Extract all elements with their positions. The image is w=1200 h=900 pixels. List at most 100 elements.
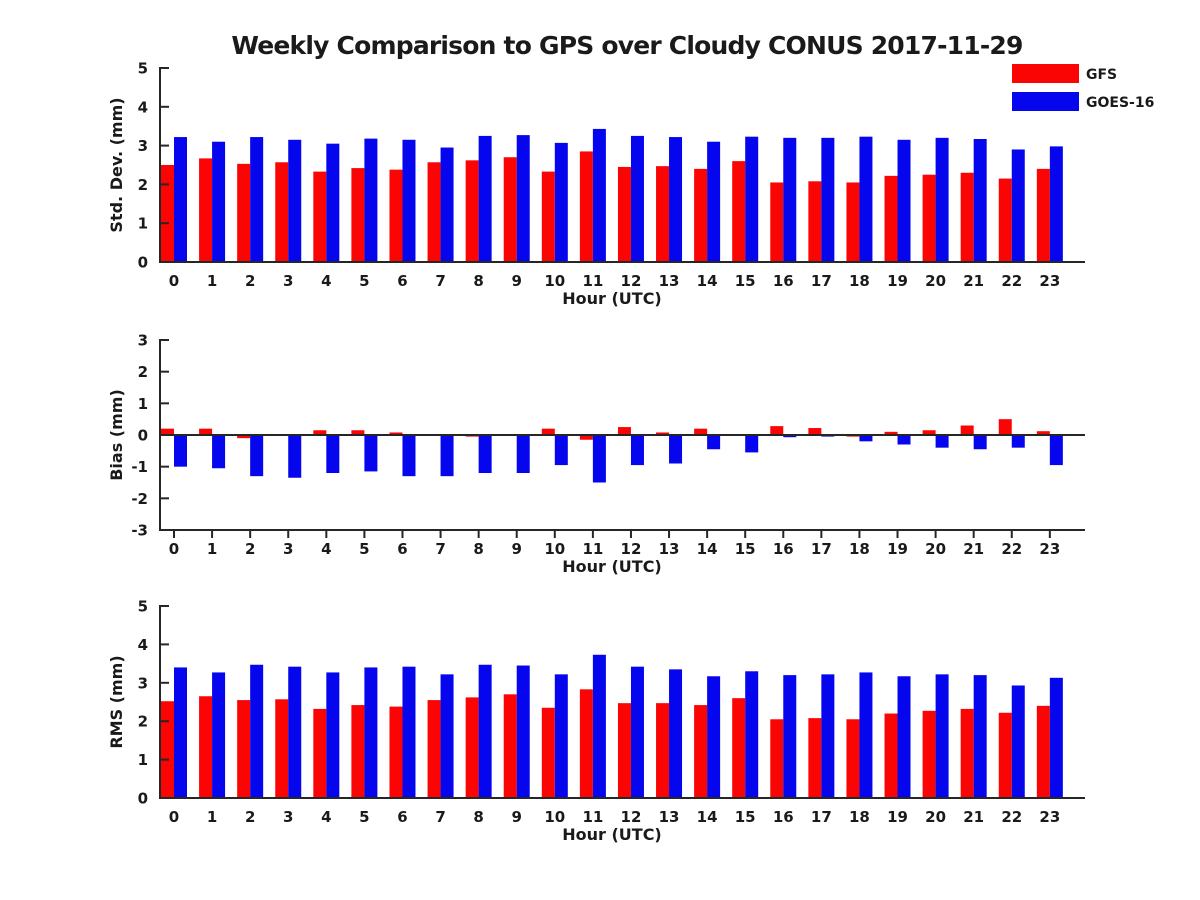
x-tick-label: 8 <box>473 272 483 290</box>
goes16-bar-hour-15 <box>745 136 759 262</box>
x-tick-label: 16 <box>773 808 794 826</box>
gfs-bar-hour-20 <box>922 430 936 435</box>
x-tick-label: 11 <box>582 540 603 558</box>
gfs-bar-hour-20 <box>922 174 936 262</box>
goes16-bar-hour-19 <box>897 676 911 798</box>
gfs-bar-hour-0 <box>161 428 174 435</box>
goes16-bar-hour-7 <box>440 147 454 262</box>
gfs-bar-hour-12 <box>617 703 631 798</box>
gfs-bar-hour-9 <box>503 694 517 798</box>
x-tick-label: 5 <box>359 272 369 290</box>
y-tick-label: 2 <box>138 713 148 731</box>
goes16-bar-hour-8 <box>478 135 492 262</box>
x-tick-label: 18 <box>849 272 870 290</box>
x-tick-label: 2 <box>245 540 255 558</box>
x-tick-label: 2 <box>245 808 255 826</box>
x-tick-label: 4 <box>321 272 331 290</box>
x-tick-label: 7 <box>435 272 445 290</box>
x-tick-label: 22 <box>1001 808 1022 826</box>
gfs-bar-hour-17 <box>808 181 822 262</box>
x-tick-label: 14 <box>697 808 718 826</box>
gfs-bar-hour-7 <box>427 700 441 798</box>
gfs-bar-hour-1 <box>199 158 213 262</box>
gfs-bar-hour-3 <box>275 162 289 262</box>
goes16-bar-hour-9 <box>516 665 530 798</box>
x-tick-label: 12 <box>621 808 642 826</box>
goes16-bar-hour-22 <box>1011 685 1025 798</box>
goes16-bar-hour-14 <box>707 435 721 450</box>
x-tick-label: 8 <box>473 808 483 826</box>
goes16-bar-hour-10 <box>554 435 568 466</box>
goes16-bar-hour-2 <box>250 137 264 262</box>
goes16-bar-hour-7 <box>440 435 454 477</box>
chart-title: Weekly Comparison to GPS over Cloudy CON… <box>231 31 1022 60</box>
x-tick-label: 9 <box>512 808 522 826</box>
y-tick-label: -3 <box>131 522 148 540</box>
goes16-bar-hour-2 <box>250 435 264 477</box>
goes16-bar-hour-9 <box>516 435 530 473</box>
goes16-bar-hour-13 <box>669 435 683 464</box>
x-tick-label: 17 <box>811 540 832 558</box>
y-tick-label: 5 <box>138 598 148 616</box>
goes16-bar-hour-23 <box>1049 146 1063 262</box>
x-tick-label: 0 <box>169 808 179 826</box>
gfs-bar-hour-15 <box>732 698 746 798</box>
stddev-y-axis-label: Std. Dev. (mm) <box>107 97 126 232</box>
goes16-bar-hour-21 <box>973 675 987 798</box>
gfs-bar-hour-6 <box>389 169 403 262</box>
goes16-bar-hour-8 <box>478 664 492 798</box>
x-tick-label: 11 <box>582 808 603 826</box>
goes16-bar-hour-12 <box>630 666 644 798</box>
legend-swatch-gfs <box>1012 64 1079 83</box>
goes16-bar-hour-21 <box>973 435 987 450</box>
gfs-bar-hour-21 <box>960 425 974 435</box>
gfs-bar-hour-22 <box>998 712 1012 798</box>
rms-y-axis-label: RMS (mm) <box>107 655 126 748</box>
y-tick-label: 5 <box>138 60 148 78</box>
goes16-bar-hour-19 <box>897 139 911 262</box>
bias-x-axis-label: Hour (UTC) <box>562 557 662 576</box>
gfs-bar-hour-19 <box>884 175 898 262</box>
gfs-bar-hour-21 <box>960 708 974 798</box>
x-tick-label: 9 <box>512 540 522 558</box>
x-tick-label: 15 <box>735 540 756 558</box>
gfs-bar-hour-13 <box>656 703 670 798</box>
gfs-bar-hour-22 <box>998 419 1012 435</box>
gfs-bar-hour-23 <box>1036 431 1050 435</box>
gfs-bar-hour-2 <box>237 163 251 262</box>
gfs-bar-hour-12 <box>617 166 631 262</box>
x-tick-label: 3 <box>283 272 293 290</box>
goes16-bar-hour-3 <box>288 435 302 478</box>
x-tick-label: 0 <box>169 540 179 558</box>
goes16-bar-hour-18 <box>859 136 873 262</box>
gfs-bar-hour-0 <box>161 701 174 798</box>
goes16-bar-hour-0 <box>174 137 187 262</box>
y-tick-label: 2 <box>138 176 148 194</box>
x-tick-label: 23 <box>1039 540 1060 558</box>
x-tick-label: 18 <box>849 808 870 826</box>
x-tick-label: 4 <box>321 540 331 558</box>
y-tick-label: 1 <box>138 215 148 233</box>
goes16-bar-hour-5 <box>364 435 378 472</box>
goes16-bar-hour-9 <box>516 135 530 262</box>
y-tick-label: 1 <box>138 751 148 769</box>
gfs-bar-hour-4 <box>313 171 327 262</box>
y-tick-label: 0 <box>138 254 148 272</box>
goes16-bar-hour-1 <box>212 672 226 798</box>
x-tick-label: 15 <box>735 272 756 290</box>
gfs-bar-hour-4 <box>313 708 327 798</box>
goes16-bar-hour-20 <box>935 674 949 798</box>
x-tick-label: 10 <box>544 272 565 290</box>
x-tick-label: 21 <box>963 540 984 558</box>
x-tick-label: 3 <box>283 540 293 558</box>
gfs-bar-hour-7 <box>427 162 441 262</box>
x-tick-label: 1 <box>207 808 217 826</box>
rms-x-axis-label: Hour (UTC) <box>562 825 662 844</box>
x-tick-label: 10 <box>544 808 565 826</box>
goes16-bar-hour-0 <box>174 435 187 467</box>
x-tick-label: 17 <box>811 808 832 826</box>
x-tick-label: 6 <box>397 540 407 558</box>
